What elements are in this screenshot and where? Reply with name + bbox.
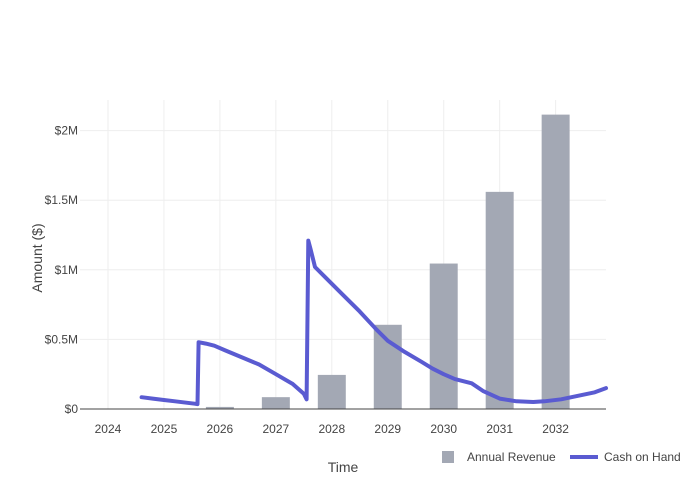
grid-lines (80, 100, 606, 409)
revenue-bar-2028 (317, 374, 346, 409)
y-tick-2: $1M (55, 263, 78, 277)
revenue-bar-2029 (373, 324, 402, 409)
x-tick-2024: 2024 (95, 422, 122, 436)
x-tick-2025: 2025 (151, 422, 178, 436)
revenue-bar-2032 (541, 114, 570, 409)
x-tick-2028: 2028 (318, 422, 345, 436)
revenue-bar-2027 (261, 397, 290, 409)
y-tick-0: $0 (65, 402, 79, 416)
legend-label-cash-on-hand: Cash on Hand (604, 450, 681, 464)
y-tick-1: $0.5M (45, 332, 78, 346)
revenue-bars (205, 114, 570, 409)
x-tick-labels: 2024 2025 2026 2027 2028 2029 2030 2031 2032 (95, 422, 570, 436)
y-tick-4: $2M (55, 124, 78, 138)
revenue-bar-2030 (429, 263, 458, 409)
y-tick-labels: $0 $0.5M $1M $1.5M $2M (45, 124, 79, 416)
cash-line-layer (139, 238, 608, 407)
cash-on-hand-line (139, 238, 608, 407)
x-tick-2030: 2030 (430, 422, 457, 436)
x-tick-2026: 2026 (207, 422, 234, 436)
revenue-bar-2026 (205, 406, 234, 409)
legend-label-annual-revenue: Annual Revenue (467, 450, 556, 464)
x-tick-2032: 2032 (542, 422, 569, 436)
y-tick-3: $1.5M (45, 193, 78, 207)
revenue-bar-2031 (485, 191, 514, 409)
y-axis-title: Amount ($) (29, 223, 45, 292)
x-tick-2027: 2027 (262, 422, 289, 436)
legend: Annual Revenue Cash on Hand (442, 450, 681, 464)
legend-swatch-annual-revenue (442, 451, 454, 463)
x-tick-2029: 2029 (374, 422, 401, 436)
x-axis-title: Time (328, 459, 359, 475)
x-tick-2031: 2031 (486, 422, 513, 436)
